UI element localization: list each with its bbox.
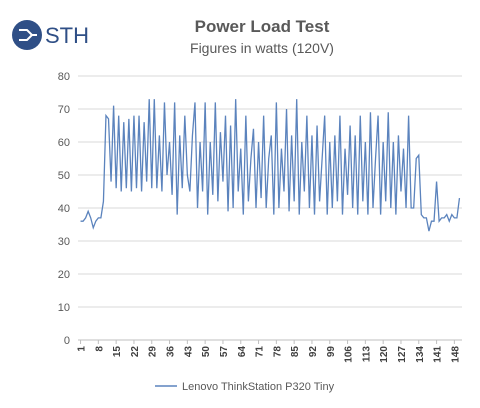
x-tick-label: 113	[361, 346, 372, 363]
chart-title: Power Load Test	[195, 17, 330, 36]
x-tick-label: 78	[272, 346, 283, 358]
x-tick-label: 8	[94, 346, 105, 352]
x-tick-label: 92	[308, 346, 319, 358]
x-tick-label: 127	[397, 346, 408, 363]
x-tick-label: 106	[344, 346, 355, 363]
logo: STH	[12, 20, 89, 50]
x-tick-label: 15	[112, 346, 123, 358]
y-tick-label: 30	[58, 236, 70, 248]
x-tick-label: 85	[290, 346, 301, 358]
logo-text: STH	[45, 23, 89, 48]
y-tick-label: 60	[58, 137, 70, 149]
x-tick-label: 120	[379, 346, 390, 363]
x-tick-label: 29	[148, 346, 159, 358]
x-tick-label: 64	[237, 346, 248, 358]
y-tick-label: 80	[58, 71, 70, 83]
legend-label: Lenovo ThinkStation P320 Tiny	[182, 381, 335, 393]
x-tick-label: 141	[433, 346, 444, 363]
logo-icon	[12, 20, 42, 50]
x-tick-label: 50	[201, 346, 212, 358]
y-tick-label: 50	[58, 170, 70, 182]
y-tick-label: 10	[58, 302, 70, 314]
x-tick-label: 43	[183, 346, 194, 358]
x-tick-label: 1	[77, 346, 88, 352]
y-tick-label: 70	[58, 104, 70, 116]
y-tick-label: 0	[64, 335, 70, 347]
x-tick-label: 36	[166, 346, 177, 358]
chart-subtitle: Figures in watts (120V)	[190, 40, 334, 56]
y-tick-label: 20	[58, 269, 70, 281]
data-line	[80, 99, 461, 232]
x-tick-label: 22	[130, 346, 141, 358]
x-tick-label: 148	[450, 346, 461, 363]
y-tick-label: 40	[58, 203, 70, 215]
x-tick-label: 134	[415, 346, 426, 363]
x-tick-label: 71	[255, 346, 266, 358]
x-tick-label: 57	[219, 346, 230, 358]
logo-icon-lines	[19, 29, 37, 41]
x-tick-label: 99	[326, 346, 337, 358]
